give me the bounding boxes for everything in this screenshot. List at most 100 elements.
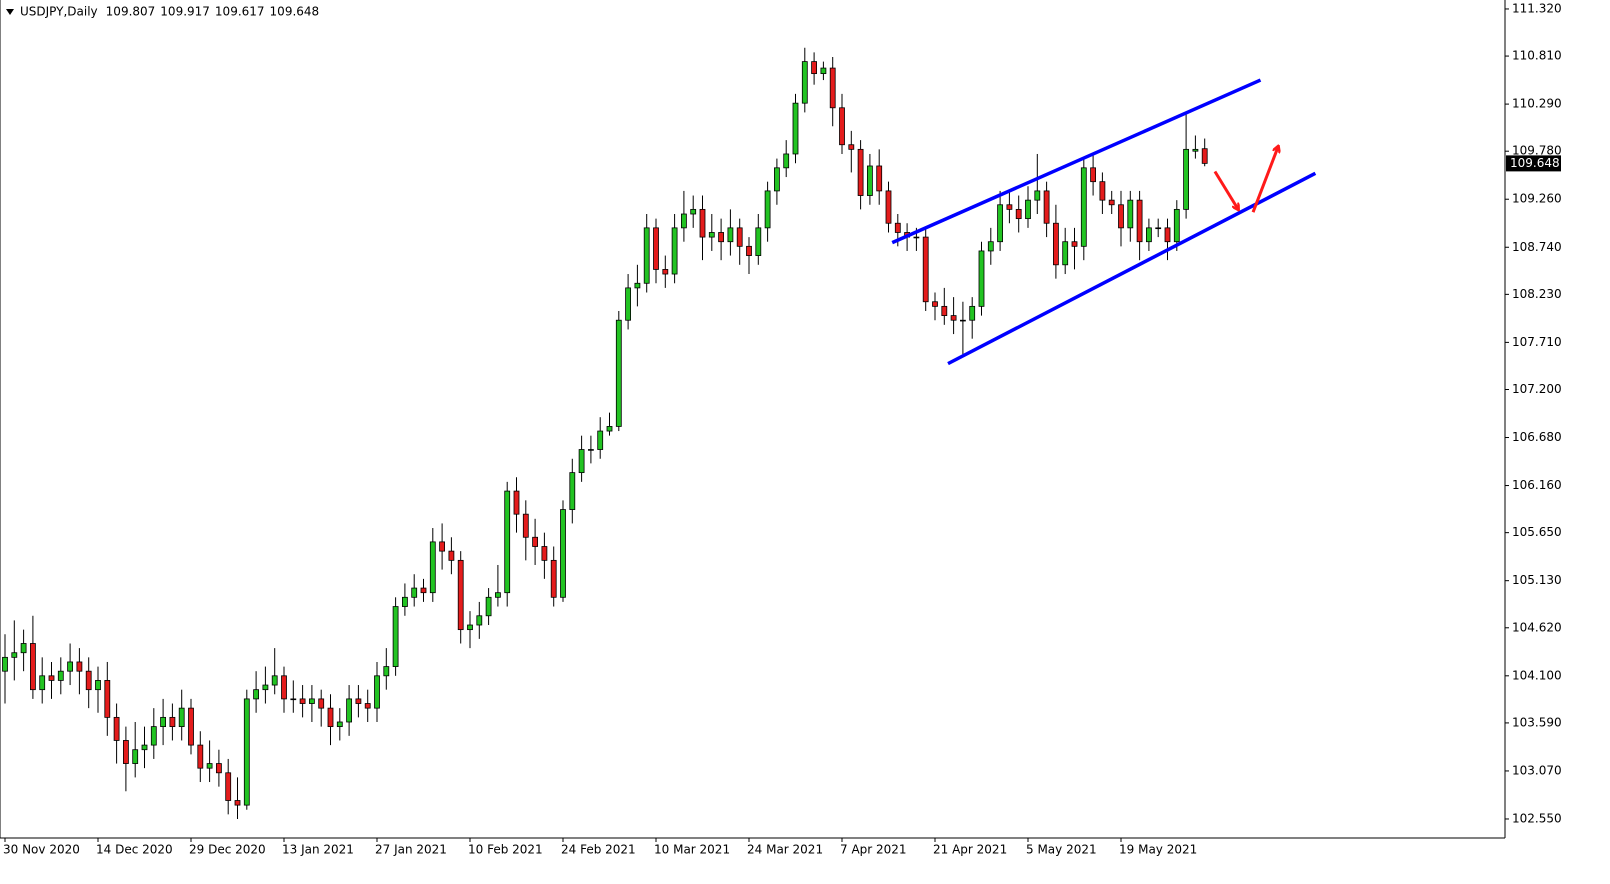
candle-body xyxy=(429,541,436,594)
candle-body xyxy=(615,319,622,427)
candle-body xyxy=(1015,208,1022,220)
candle-body xyxy=(755,227,762,256)
arrow xyxy=(1213,170,1238,210)
candle-body xyxy=(1025,199,1031,220)
candle-body xyxy=(1173,208,1180,243)
candle-body xyxy=(374,675,380,709)
candle-body xyxy=(67,661,73,672)
y-tick-label: 109.780 xyxy=(1512,144,1562,158)
candle-body xyxy=(774,167,780,192)
candle-body xyxy=(1099,181,1106,201)
y-tick-label: 108.740 xyxy=(1512,240,1562,254)
candle-body xyxy=(411,587,418,598)
candle-body xyxy=(708,232,715,238)
y-tick-label: 106.160 xyxy=(1512,478,1562,492)
candle-body xyxy=(57,670,64,681)
header-low: 109.617 xyxy=(215,5,265,19)
price-tag-label: 109.648 xyxy=(1510,156,1560,170)
candle-body xyxy=(522,513,529,538)
candle-body xyxy=(290,698,297,701)
candle-body xyxy=(876,165,883,192)
candle-body xyxy=(29,643,36,691)
candle-body xyxy=(39,675,46,691)
candle-body xyxy=(736,227,743,247)
trendline xyxy=(891,78,1262,245)
x-tick-label: 13 Jan 2021 xyxy=(282,843,354,857)
candle-body xyxy=(11,652,18,658)
candle-body xyxy=(1183,148,1189,210)
candle-body xyxy=(141,744,148,751)
candle-body xyxy=(420,587,427,594)
candle-body xyxy=(997,204,1003,243)
candle-body xyxy=(150,726,157,746)
candle-body xyxy=(336,721,343,728)
candle-body xyxy=(457,559,464,631)
x-tick-label: 24 Mar 2021 xyxy=(747,843,823,857)
candle-body xyxy=(894,222,901,233)
y-tick-label: 106.680 xyxy=(1512,430,1562,444)
candle-body xyxy=(1053,222,1059,266)
candle-body xyxy=(1006,204,1013,210)
x-tick-label: 10 Feb 2021 xyxy=(468,843,543,857)
candle-body xyxy=(718,232,724,243)
candle-body xyxy=(85,670,92,691)
y-tick-label: 110.810 xyxy=(1512,49,1562,63)
candle-body xyxy=(829,67,836,109)
candle-body xyxy=(634,282,641,289)
candle-body xyxy=(643,227,650,284)
x-tick-label: 29 Dec 2020 xyxy=(189,843,266,857)
candle-body xyxy=(281,675,287,700)
x-tick-label: 14 Dec 2020 xyxy=(96,843,173,857)
candle-body xyxy=(308,698,315,704)
candle-body xyxy=(494,592,501,598)
y-tick-label: 111.320 xyxy=(1512,1,1562,15)
candle-body xyxy=(588,449,594,451)
candle-body xyxy=(867,165,873,196)
candle-body xyxy=(188,707,194,746)
chart-title: USDJPY,Daily xyxy=(20,5,98,19)
candle-body xyxy=(76,661,83,672)
candle-body xyxy=(225,772,232,801)
candle-body xyxy=(922,236,929,303)
candle-body xyxy=(1164,227,1171,243)
candle-body xyxy=(569,472,576,510)
candle-body xyxy=(597,430,604,450)
candle-body xyxy=(364,703,371,709)
candle-body xyxy=(550,559,557,598)
candle-body xyxy=(541,546,548,561)
y-tick-label: 108.230 xyxy=(1512,287,1562,301)
candle-body xyxy=(820,67,827,75)
header-open: 109.807 xyxy=(106,5,156,19)
y-tick-label: 103.070 xyxy=(1512,763,1562,777)
y-tick-label: 104.620 xyxy=(1512,620,1562,634)
candle-body xyxy=(160,716,167,728)
candle-body xyxy=(476,615,483,626)
candle-body xyxy=(1071,241,1078,247)
candle-body xyxy=(262,684,269,691)
candle-body xyxy=(48,675,55,681)
candle-body xyxy=(913,236,920,239)
candle-body xyxy=(1201,148,1208,164)
candle-body xyxy=(327,707,334,728)
candle-body xyxy=(811,61,817,75)
candle-body xyxy=(625,287,631,321)
candle-body xyxy=(699,208,706,238)
candle-body xyxy=(1127,199,1134,229)
candle-body xyxy=(215,763,222,774)
candle-body xyxy=(123,740,129,764)
candle-body xyxy=(1090,167,1096,183)
candle-body xyxy=(950,315,957,321)
candle-body xyxy=(578,449,585,474)
candle-body xyxy=(1136,199,1143,243)
candle-body xyxy=(504,490,511,594)
candle-body xyxy=(1062,241,1069,266)
x-tick-label: 7 Apr 2021 xyxy=(840,843,907,857)
x-tick-label: 19 May 2021 xyxy=(1119,843,1197,857)
y-tick-label: 109.260 xyxy=(1512,192,1562,206)
candle-body xyxy=(932,301,938,307)
candle-body xyxy=(253,689,260,700)
arrow xyxy=(1251,147,1278,213)
candle-body xyxy=(132,749,139,764)
candle-body xyxy=(671,227,678,275)
